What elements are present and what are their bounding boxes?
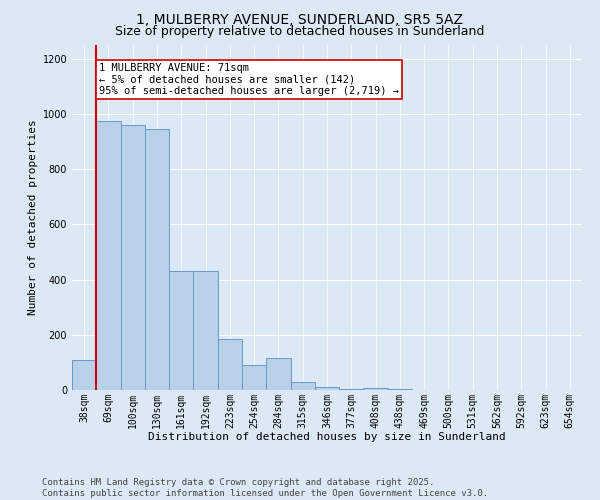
Bar [290,382,315,390]
Y-axis label: Number of detached properties: Number of detached properties [28,120,38,316]
Bar [72,360,96,390]
Bar [364,388,388,390]
Bar [96,121,121,390]
Text: Contains HM Land Registry data © Crown copyright and database right 2025.
Contai: Contains HM Land Registry data © Crown c… [42,478,488,498]
Bar [145,129,169,390]
Bar [266,358,290,390]
Bar [315,387,339,390]
Bar [193,272,218,390]
Bar [169,272,193,390]
Bar [218,339,242,390]
X-axis label: Distribution of detached houses by size in Sunderland: Distribution of detached houses by size … [148,432,506,442]
Text: 1, MULBERRY AVENUE, SUNDERLAND, SR5 5AZ: 1, MULBERRY AVENUE, SUNDERLAND, SR5 5AZ [137,12,464,26]
Text: 1 MULBERRY AVENUE: 71sqm
← 5% of detached houses are smaller (142)
95% of semi-d: 1 MULBERRY AVENUE: 71sqm ← 5% of detache… [99,63,399,96]
Bar [242,365,266,390]
Bar [339,388,364,390]
Text: Size of property relative to detached houses in Sunderland: Size of property relative to detached ho… [115,25,485,38]
Bar [121,125,145,390]
